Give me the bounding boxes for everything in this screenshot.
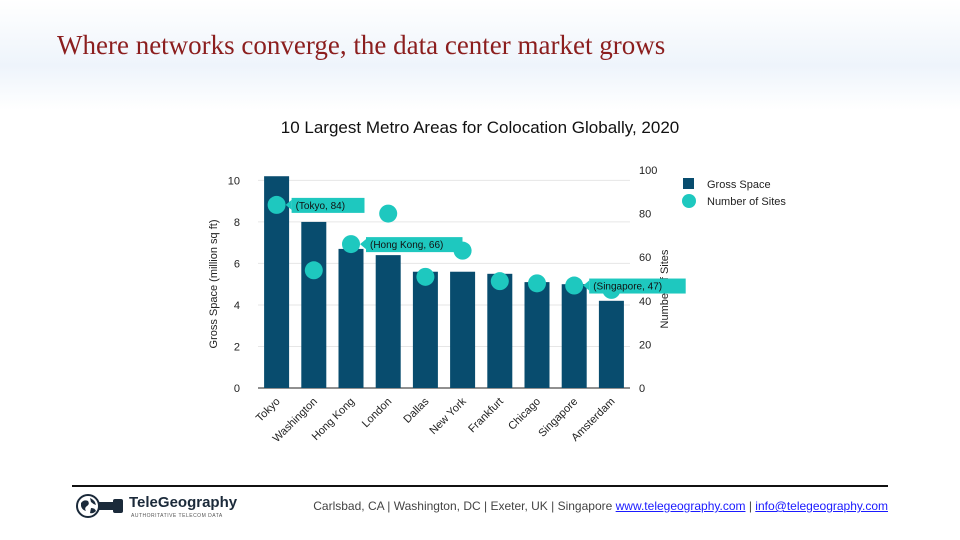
y-tick-label: 4 [234, 300, 240, 312]
annotation-box [291, 197, 365, 213]
bar-london [375, 255, 401, 388]
bar-washington [301, 221, 327, 388]
x-tick-label: Tokyo [254, 396, 283, 425]
website-link[interactable]: www.telegeography.com [615, 499, 746, 513]
footer-separator: | [748, 499, 752, 513]
bar-amsterdam [598, 300, 624, 388]
logo-tagline: AUTHORITATIVE TELECOM DATA [131, 513, 223, 519]
x-tick-label: London [360, 396, 394, 430]
legend-swatch-number-of-sites [682, 194, 696, 208]
annotation-label: (Tokyo, 84) [296, 201, 345, 212]
annotation-pointer [360, 239, 366, 250]
footer-divider [72, 485, 888, 487]
y2-tick-label: 80 [639, 209, 651, 221]
x-tick-label: Dallas [401, 395, 431, 425]
point-washington [304, 261, 323, 280]
telegeography-logo: TeleGeography AUTHORITATIVE TELECOM DATA [75, 493, 237, 523]
logo-icon [76, 494, 123, 518]
point-frankfurt [490, 272, 509, 291]
annotation-label: (Singapore, 47) [593, 282, 662, 293]
y-tick-label: 8 [234, 217, 240, 229]
y2-tick-label: 100 [639, 165, 657, 177]
y2-tick-label: 40 [639, 296, 651, 308]
y2-tick-label: 60 [639, 252, 651, 264]
x-tick-label: Frankfurt [466, 396, 506, 436]
header-band [0, 0, 960, 110]
y-tick-label: 2 [234, 341, 240, 353]
y-tick-label: 6 [234, 258, 240, 270]
y2-tick-label: 0 [639, 383, 645, 395]
annotation-label: (Hong Kong, 66) [370, 240, 443, 251]
annotation-pointer [583, 280, 590, 291]
chart-title: 10 Largest Metro Areas for Colocation Gl… [280, 118, 680, 137]
point-tokyo [267, 195, 286, 214]
point-singapore [565, 276, 584, 295]
footer-locations: Carlsbad, CA | Washington, DC | Exeter, … [313, 499, 613, 513]
bar-new-york [450, 271, 476, 388]
y-tick-label: 10 [228, 175, 240, 187]
bar-chicago [524, 282, 550, 388]
bar-singapore [561, 284, 587, 388]
y-tick-label: 0 [234, 383, 240, 395]
bar-dallas [412, 271, 438, 388]
point-dallas [416, 267, 435, 286]
legend-label-gross-space: Gross Space [707, 179, 771, 191]
annotation-box [589, 278, 686, 294]
slide-title: Where networks converge, the data center… [57, 30, 666, 60]
logo-text: TeleGeography [129, 494, 238, 511]
bar-frankfurt [487, 273, 513, 388]
x-tick-label: Chicago [506, 396, 543, 433]
point-london [379, 204, 398, 223]
point-chicago [528, 274, 546, 293]
annotation-pointer [285, 199, 292, 210]
bar-hong-kong [338, 248, 364, 388]
y-axis-label: Gross Space (million sq ft) [208, 220, 220, 349]
point-hong-kong [342, 235, 360, 254]
legend-label-number-of-sites: Number of Sites [707, 196, 786, 208]
email-link[interactable]: info@telegeography.com [755, 499, 888, 513]
annotation-box [366, 237, 463, 253]
y2-tick-label: 20 [639, 339, 651, 351]
x-tick-label: New York [427, 395, 469, 437]
footer-contact: Carlsbad, CA | Washington, DC | Exeter, … [313, 499, 888, 513]
legend-swatch-gross-space [683, 178, 694, 189]
